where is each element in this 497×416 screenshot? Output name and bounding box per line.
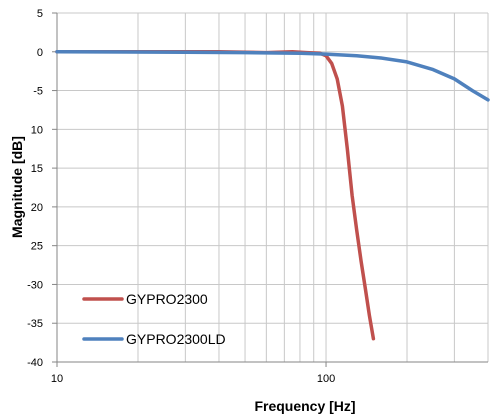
axes-layer xyxy=(52,12,488,367)
tick-labels: 5 0 -5 10 15 20 25 -30 -35 -40 10 100 xyxy=(27,8,335,385)
series-layer xyxy=(55,50,490,341)
y-tick-label: 5 xyxy=(37,8,43,20)
y-tick-label: 15 xyxy=(31,163,43,175)
y-tick-label: -40 xyxy=(27,357,43,369)
legend-label: GYPRO2300LD xyxy=(126,331,226,347)
x-tick-label: 100 xyxy=(317,373,335,385)
y-tick-label: 0 xyxy=(37,47,43,59)
y-tick-label: -35 xyxy=(27,318,43,330)
series-line-gypro2300ld xyxy=(55,50,490,102)
y-tick-label: 10 xyxy=(31,124,43,136)
y-tick-label: 25 xyxy=(31,241,43,253)
x-axis-title: Frequency [Hz] xyxy=(254,398,355,414)
legend-label: GYPRO2300 xyxy=(126,291,208,307)
y-axis-title: Magnitude [dB] xyxy=(9,136,25,238)
y-tick-label: -5 xyxy=(33,86,43,98)
legend: GYPRO2300 GYPRO2300LD xyxy=(82,291,226,347)
y-tick-label: 20 xyxy=(31,202,43,214)
x-tick-label: 10 xyxy=(51,373,63,385)
y-tick-label: -30 xyxy=(27,279,43,291)
